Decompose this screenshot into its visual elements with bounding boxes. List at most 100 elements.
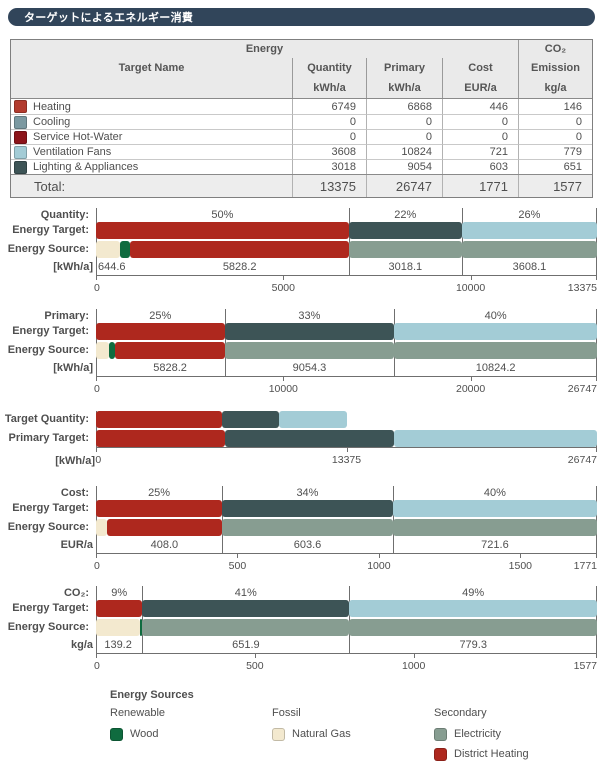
table-cell: 0 xyxy=(442,129,518,144)
energy-target-row-label: Energy Target: xyxy=(12,502,89,514)
legend-group-renewable: Renewable Wood xyxy=(110,707,272,764)
bar-segment-lighting-appliances xyxy=(142,600,350,617)
bar-segment-ventilation-fans xyxy=(394,323,597,340)
axis-tick-label: 20000 xyxy=(456,383,486,395)
legend-swatch-district-heating xyxy=(434,747,447,761)
value-label: 721.6 xyxy=(481,539,509,551)
axis-tick xyxy=(596,554,597,558)
axis-tick xyxy=(283,276,285,280)
value-label: 9054.3 xyxy=(292,362,327,374)
total-cell: 13375 xyxy=(292,175,366,197)
legend-heading: Renewable xyxy=(110,707,166,719)
energy-target-bar xyxy=(96,323,597,340)
column-unit-emission: kg/a xyxy=(518,77,592,98)
energy-group-header: Energy xyxy=(245,43,284,55)
table-cell: 0 xyxy=(518,114,592,129)
energy-source-bar xyxy=(96,342,597,359)
axis-tick xyxy=(254,654,256,658)
axis-tick xyxy=(413,654,415,658)
chart-title-label: Quantity: xyxy=(40,209,89,221)
axis-tick-label: 1500 xyxy=(508,560,533,572)
bar-segment-heating xyxy=(96,500,223,517)
axis-tick xyxy=(96,377,97,381)
table-total-row: Total: 13375 26747 1771 1577 xyxy=(11,174,592,197)
value-label: 5828.2 xyxy=(222,261,257,273)
legend-columns: Renewable Wood Fossil Natural Gas Secondary E… xyxy=(110,707,603,764)
axis-tick xyxy=(283,377,285,381)
value-label: 10824.2 xyxy=(475,362,516,374)
table-row-ventilation-fans: Ventilation Fans xyxy=(11,144,292,159)
table-cell: 6749 xyxy=(292,99,366,114)
target-name-header: Target Name xyxy=(118,61,185,74)
legend-item-label: District Heating xyxy=(454,748,529,760)
total-cell: 1771 xyxy=(442,175,518,197)
energy-target-bar xyxy=(96,222,597,239)
table-cell: 6868 xyxy=(366,99,442,114)
bar-segment-heating xyxy=(96,430,225,447)
bar-segment-electricity xyxy=(348,241,462,258)
legend-item-label: Electricity xyxy=(454,728,502,740)
value-label: 3018.1 xyxy=(388,261,423,273)
column-header-cost: Cost xyxy=(442,58,518,77)
axis-tick xyxy=(596,448,597,452)
table-cell: 446 xyxy=(442,99,518,114)
axis-tick-label: 1000 xyxy=(402,660,426,672)
axis-tick xyxy=(237,554,239,558)
value-label: 408.0 xyxy=(150,539,179,551)
percent-label: 26% xyxy=(518,209,541,221)
chart-plot: 25% 33% 40% 5828.2 9054.3 10824.2 0 10000 20000 2… xyxy=(94,309,597,397)
energy-source-bar xyxy=(96,619,597,636)
table-cell: 0 xyxy=(518,129,592,144)
chart-labels: Primary: Energy Target: Energy Source: [kWh… xyxy=(0,309,96,397)
energy-target-row-label: Energy Target: xyxy=(12,325,89,337)
value-label: 651.9 xyxy=(232,639,260,651)
value-label: 779.3 xyxy=(459,639,487,651)
section-title-bar: ターゲットによるエネルギー消費 xyxy=(8,8,595,26)
target-name-label: Service Hot-Water xyxy=(33,131,123,143)
unit-label: kg/a xyxy=(70,639,93,651)
value-row: 408.0 603.6 721.6 xyxy=(96,538,597,553)
target-name-label: Ventilation Fans xyxy=(33,146,112,158)
chart-target-comparison: Target Quantity: Primary Target: [kWh/a] 0 1… xyxy=(0,411,603,474)
axis-tick-label: 1577 xyxy=(573,660,597,672)
bar-segment-heating xyxy=(96,411,223,428)
primary-target-bar xyxy=(96,430,597,447)
value-label: 644.6 xyxy=(98,261,126,273)
axis-tick xyxy=(378,554,380,558)
value-label: 3608.1 xyxy=(512,261,547,273)
empty-header-cell xyxy=(11,77,292,98)
x-axis: 0 10000 20000 26747 xyxy=(94,376,597,397)
bar-segment-wood xyxy=(109,342,116,359)
axis-tick-label: 13375 xyxy=(567,282,597,294)
percent-label: 49% xyxy=(462,587,485,599)
table-row-heating: Heating xyxy=(11,99,292,114)
table-cell: 3018 xyxy=(292,159,366,174)
table-row-lighting-appliances: Lighting & Appliances xyxy=(11,159,292,174)
legend-group-secondary: Secondary Electricity District Heating xyxy=(434,707,596,764)
legend-group-fossil: Fossil Natural Gas xyxy=(272,707,434,764)
chart-co2: CO₂: Energy Target: Energy Source: kg/a 9% 41… xyxy=(0,586,603,674)
table-cell: 146 xyxy=(518,99,592,114)
x-axis: 0 500 1000 1500 1771 xyxy=(94,553,597,574)
table-row-cooling: Cooling xyxy=(11,114,292,129)
x-axis: 0 500 1000 1577 xyxy=(94,653,597,674)
bar-segment-wood xyxy=(120,241,131,258)
column-header-primary: Primary xyxy=(366,58,442,77)
chart-plot: 9% 41% 49% 139.2 651.9 779.3 0 500 1000 1577 xyxy=(94,586,597,674)
bar-segment-heating xyxy=(96,222,349,239)
axis-tick xyxy=(96,654,97,658)
axis-tick xyxy=(596,276,597,280)
chart-primary: Primary: Energy Target: Energy Source: [kWh… xyxy=(0,309,603,397)
bar-segment-district-heating xyxy=(130,241,349,258)
percent-label: 40% xyxy=(483,487,506,499)
energy-target-row-label: Energy Target: xyxy=(12,224,89,236)
energy-source-row-label: Energy Source: xyxy=(7,621,89,633)
percent-label: 25% xyxy=(149,310,172,322)
percent-label: 50% xyxy=(211,209,234,221)
axis-tick-label: 1771 xyxy=(573,560,597,572)
legend-item-district-heating: District Heating xyxy=(434,744,596,764)
value-label: 139.2 xyxy=(104,639,132,651)
legend-swatch-electricity xyxy=(434,727,447,741)
percent-label: 33% xyxy=(298,310,321,322)
bar-segment-ventilation-fans xyxy=(349,600,597,617)
